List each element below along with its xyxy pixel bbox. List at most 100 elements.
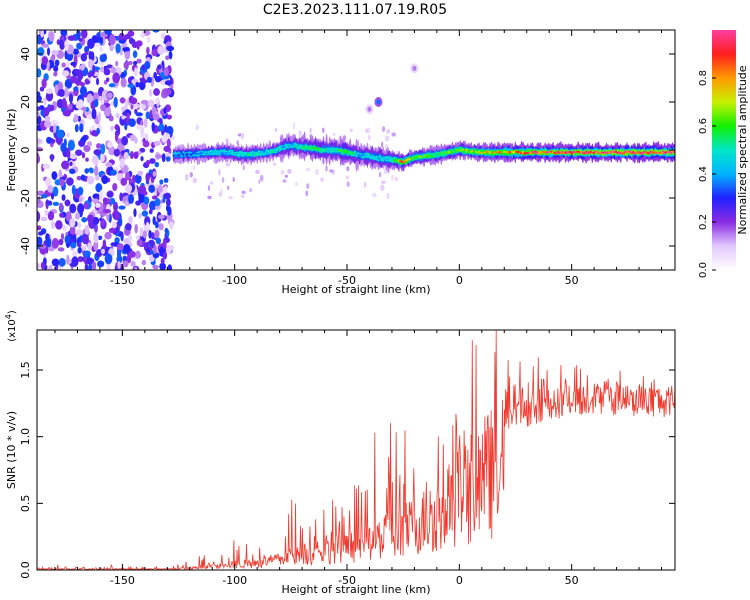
colorbar-gradient [712, 30, 736, 270]
noise-cell [77, 70, 84, 81]
noise-cell [151, 232, 155, 240]
noise-cell [164, 133, 171, 138]
noise-cell [66, 177, 74, 186]
faint-cell [342, 135, 346, 142]
faint-cell [325, 165, 328, 172]
noise-cell [112, 182, 118, 192]
noise-cell [148, 209, 153, 215]
faint-cell [372, 192, 377, 198]
faint-cell [221, 176, 225, 183]
noise-cell [76, 42, 83, 50]
spectrogram-y-tick-label: 40 [19, 47, 32, 61]
noise-cell [78, 99, 84, 109]
noise-cell [47, 211, 55, 221]
noise-cell [37, 138, 41, 144]
noise-cell [61, 160, 70, 170]
faint-cell [305, 167, 311, 172]
noise-cell [81, 152, 86, 159]
noise-cell [100, 248, 106, 255]
noise-cell [52, 201, 60, 207]
noise-cell [165, 244, 172, 255]
faint-cell [228, 195, 233, 200]
noise-cell [37, 262, 40, 269]
noise-cell [119, 49, 123, 56]
noise-cell [116, 255, 123, 264]
noise-cell [48, 264, 53, 270]
noise-cell [134, 223, 138, 234]
noise-cell [87, 71, 93, 78]
noise-cell [37, 152, 40, 164]
snr-y-tick-label: 0.0 [19, 561, 32, 579]
ridge-cell [430, 155, 434, 158]
snr-scale-label: (x104) [4, 310, 18, 342]
faint-cell [368, 134, 371, 141]
faint-cell [295, 181, 298, 187]
noise-cell [51, 238, 60, 249]
noise-cell [81, 234, 89, 245]
noise-cell [166, 125, 174, 136]
noise-cell [78, 197, 83, 203]
noise-cell [155, 204, 161, 210]
noise-cell [69, 153, 78, 160]
noise-cell [78, 241, 82, 248]
noise-cell [140, 99, 149, 105]
noise-cell [102, 197, 108, 204]
noise-cell [43, 96, 47, 106]
faint-cell [218, 168, 221, 176]
noise-cell [95, 202, 101, 208]
noise-cell [148, 255, 155, 262]
noise-cell [77, 115, 81, 122]
noise-cell [37, 111, 40, 118]
noise-cell [133, 103, 141, 109]
noise-cell [110, 169, 117, 176]
noise-cell [59, 39, 64, 50]
faint-cell [292, 122, 296, 130]
noise-cell [71, 256, 79, 267]
noise-cell [160, 257, 165, 265]
faint-cell [349, 128, 353, 133]
ridge-cell [279, 148, 283, 151]
noise-cell [128, 118, 136, 127]
noise-cell [67, 35, 76, 41]
noise-cell [145, 111, 150, 120]
noise-cell [44, 120, 52, 128]
noise-cell [75, 229, 84, 236]
noise-cell [119, 217, 123, 227]
noise-cell [158, 223, 164, 231]
noise-cell [69, 217, 76, 228]
noise-cell [133, 60, 138, 66]
noise-cell [37, 115, 42, 125]
noise-cell [60, 30, 68, 37]
faint-cell [380, 184, 385, 191]
noise-cell [77, 256, 84, 263]
noise-cell [60, 142, 67, 153]
ridge-cell [177, 154, 181, 157]
noise-cell [144, 133, 149, 141]
noise-cell [97, 111, 101, 123]
faint-cell [306, 183, 310, 189]
noise-cell [125, 172, 130, 181]
noise-cell [73, 114, 79, 123]
noise-cell [120, 77, 127, 88]
noise-cell [123, 151, 129, 160]
noise-cell [147, 100, 155, 108]
noise-cell [70, 241, 77, 249]
noise-cell [126, 112, 130, 119]
noise-cell [145, 159, 151, 166]
noise-cell [138, 213, 142, 219]
noise-cell [100, 152, 105, 163]
faint-cell [225, 162, 231, 167]
faint-cell [321, 127, 325, 134]
noise-cell [109, 197, 116, 205]
faint-cell [287, 168, 292, 174]
noise-cell [62, 110, 71, 117]
noise-cell [125, 222, 132, 231]
noise-cell [139, 226, 144, 237]
noise-cell [71, 184, 76, 196]
noise-cell [68, 93, 74, 104]
noise-cell [141, 210, 149, 217]
noise-cell [108, 83, 116, 88]
noise-cell [37, 196, 41, 204]
faint-cell [385, 135, 388, 140]
noise-cell [155, 154, 163, 159]
